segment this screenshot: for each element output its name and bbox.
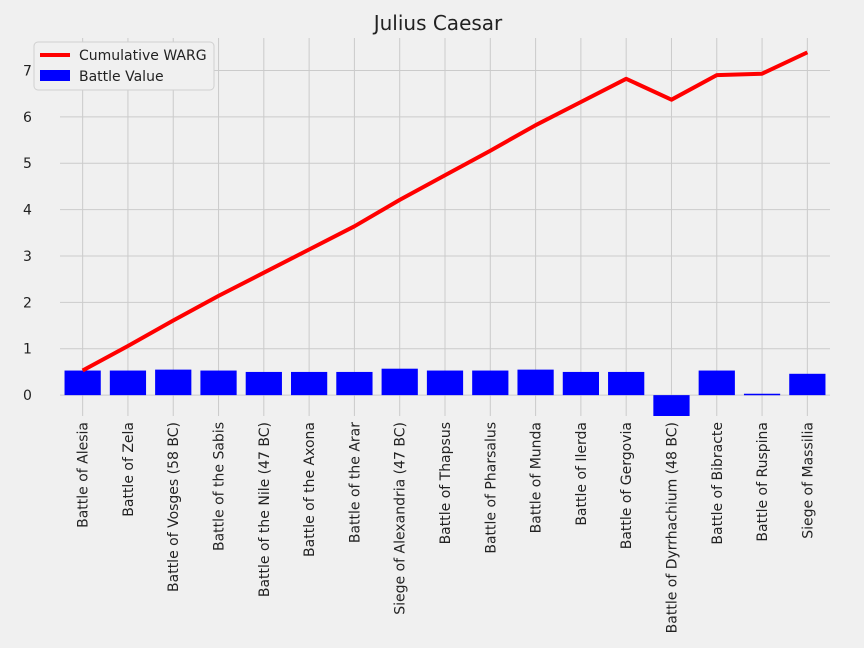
bar-battle-value — [109, 370, 147, 396]
bar-battle-value — [336, 371, 373, 396]
bar-battle-value — [743, 393, 781, 396]
chart-title: Julius Caesar — [372, 11, 503, 35]
bar-battle-value — [562, 371, 599, 396]
bar-battle-value — [608, 371, 645, 396]
x-tick-label: Battle of Bibracte — [710, 422, 726, 545]
bar-battle-value — [472, 370, 509, 396]
x-tick-label: Battle of the Arar — [347, 422, 363, 543]
legend-swatch-bar — [40, 70, 70, 81]
x-tick-label: Battle of the Nile (47 BC) — [257, 422, 273, 597]
x-tick-label: Battle of Ilerda — [574, 422, 590, 526]
y-tick-label: 7 — [23, 63, 32, 79]
x-tick-label: Battle of Alesia — [76, 422, 92, 528]
x-tick-label: Battle of Pharsalus — [483, 422, 499, 554]
y-axis: 0 1 2 3 4 5 6 7 — [23, 63, 32, 404]
y-tick-label: 5 — [23, 156, 32, 172]
bar-battle-value — [426, 370, 464, 396]
x-tick-label: Battle of Munda — [529, 422, 545, 533]
legend-label-cumulative: Cumulative WARG — [79, 48, 207, 64]
cumulative-line-layer — [81, 50, 809, 373]
x-tick-label: Battle of Dyrrhachium (48 BC) — [664, 422, 680, 633]
legend-box — [33, 41, 215, 91]
x-tick-label: Battle of Ruspina — [755, 422, 771, 542]
bar-battle-value — [653, 395, 690, 416]
x-tick-label: Battle of Zela — [121, 422, 137, 517]
x-tick-label: Battle of the Axona — [302, 422, 318, 557]
cumulative-warg-line — [81, 50, 809, 373]
bar-battle-value — [381, 368, 418, 396]
grid — [60, 38, 830, 416]
bar-battle-value — [291, 371, 328, 396]
y-tick-label: 0 — [23, 388, 32, 404]
y-tick-label: 4 — [23, 203, 32, 219]
y-tick-label: 1 — [23, 342, 32, 358]
bar-battle-value — [200, 370, 237, 396]
y-tick-label: 2 — [23, 295, 32, 311]
bar-battle-value — [64, 370, 101, 396]
y-tick-label: 6 — [23, 110, 32, 126]
x-tick-label: Battle of Gergovia — [619, 422, 635, 549]
bar-battle-value — [155, 369, 192, 396]
bars — [64, 368, 826, 416]
x-tick-label: Battle of the Sabis — [212, 422, 228, 551]
x-tick-label: Battle of Vosges (58 BC) — [166, 422, 182, 592]
x-axis: Battle of Alesia Battle of Zela Battle of … — [76, 422, 817, 634]
legend-label-battle-value: Battle Value — [79, 69, 164, 85]
x-tick-label: Siege of Alexandria (47 BC) — [393, 422, 409, 615]
x-tick-label: Siege of Massilia — [800, 422, 816, 539]
bar-battle-value — [789, 373, 826, 396]
bar-battle-value — [698, 370, 735, 396]
bar-battle-value — [517, 369, 554, 396]
bar-battle-value — [245, 371, 282, 396]
x-tick-label: Battle of Thapsus — [438, 422, 454, 544]
y-tick-label: 3 — [23, 249, 32, 265]
legend: Cumulative WARG Battle Value — [33, 41, 215, 91]
